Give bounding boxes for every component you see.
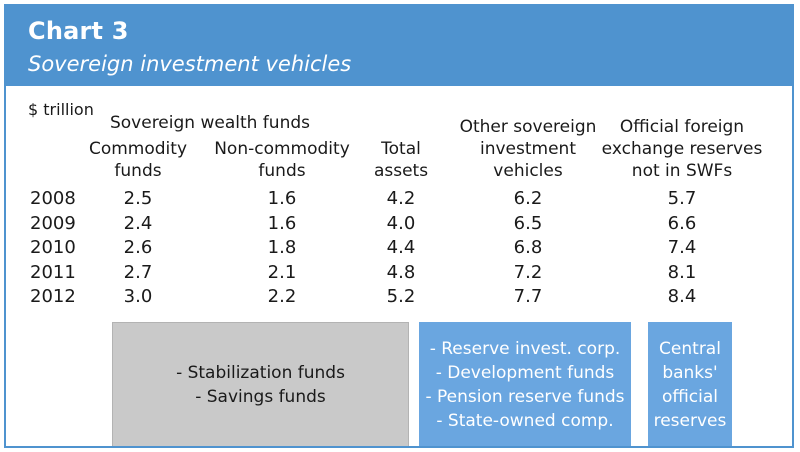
box-text-line: - Savings funds <box>195 387 326 407</box>
table-cell: 1.8 <box>267 237 297 258</box>
table-cell: 4.0 <box>386 212 416 234</box>
year-label: 2010 <box>30 237 76 258</box>
year-label: 2012 <box>30 286 76 307</box>
year-label: 2009 <box>30 212 76 234</box>
table-cell: 6.8 <box>513 237 543 258</box>
table-cell: 2.2 <box>267 286 297 307</box>
table-cell: 5.7 <box>667 188 697 209</box>
box-text-line: official <box>661 387 719 407</box>
chart-subtitle: Sovereign investment vehicles <box>28 52 352 76</box>
column-header-line: Non-commodity <box>214 139 350 159</box>
table-cell: 7.2 <box>513 261 543 283</box>
table-cell: 6.6 <box>667 212 697 234</box>
box-text-line: - Stabilization funds <box>176 363 345 383</box>
table-cell: 2.4 <box>123 212 153 234</box>
table-cell: 6.2 <box>513 188 543 209</box>
table-cell: 2.5 <box>123 188 153 209</box>
table-cell: 2.7 <box>123 261 153 283</box>
table-cell: 8.1 <box>667 261 697 283</box>
table-cell: 4.2 <box>386 188 416 209</box>
column-header-line: Commodity <box>88 139 188 159</box>
chart-header: Chart 3 Sovereign investment vehicles <box>6 6 792 86</box>
box-text-line: banks' <box>662 363 718 383</box>
table-cell: 2.6 <box>123 237 153 258</box>
table-cell: 2.1 <box>267 261 297 283</box>
table-cell: 6.5 <box>513 212 543 234</box>
column-header-line: Other sovereign <box>459 117 597 137</box>
column-header-line: assets <box>373 161 429 181</box>
table-cell: 5.2 <box>386 286 416 307</box>
swf-category-box: - Stabilization funds - Savings funds <box>112 322 409 446</box>
box-text-line: Central <box>659 339 721 359</box>
table-cell: 7.7 <box>513 286 543 307</box>
chart-frame: Chart 3 Sovereign investment vehicles $ … <box>4 4 794 448</box>
other-vehicles-category-box: - Reserve invest. corp. - Development fun… <box>419 322 631 446</box>
table-cell: 1.6 <box>267 188 297 209</box>
unit-label: $ trillion <box>28 100 94 119</box>
box-text-line: - Pension reserve funds <box>425 387 625 407</box>
column-header-line: Total <box>381 139 421 159</box>
column-header-line: investment <box>480 139 576 159</box>
table-cell: 3.0 <box>123 286 153 307</box>
box-text-line: - Reserve invest. corp. <box>429 339 621 359</box>
table-cell: 8.4 <box>667 286 697 307</box>
chart-title: Chart 3 <box>28 17 129 45</box>
box-text-line: - State-owned comp. <box>436 411 614 431</box>
reserves-category-box: Central banks' official reserves <box>648 322 732 446</box>
box-text-line: - Development funds <box>435 363 615 383</box>
table-cell: 4.4 <box>386 237 416 258</box>
group-header: Sovereign wealth funds <box>109 113 310 133</box>
year-label: 2008 <box>30 188 76 209</box>
column-header-line: exchange reserves <box>601 139 763 159</box>
column-header-line: Official foreign <box>619 117 745 137</box>
table-cell: 7.4 <box>667 237 697 258</box>
table-cell: 4.8 <box>386 261 416 283</box>
year-label: 2011 <box>30 261 76 283</box>
box-text-line: reserves <box>653 411 727 431</box>
column-header-line: not in SWFs <box>631 161 733 181</box>
column-header-line: funds <box>258 161 306 181</box>
table-cell: 1.6 <box>267 212 297 234</box>
column-header-line: funds <box>114 161 162 181</box>
column-header-line: vehicles <box>493 161 563 181</box>
